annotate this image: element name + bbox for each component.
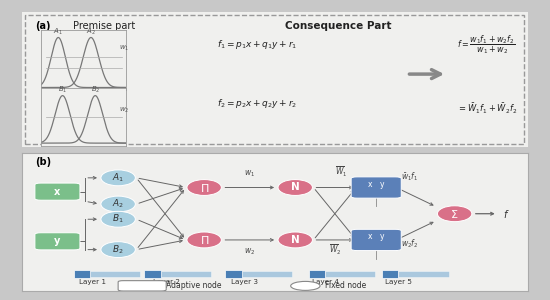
FancyBboxPatch shape — [35, 183, 80, 200]
Text: $= \bar{W}_1f_1 + \bar{W}_2f_2$: $= \bar{W}_1f_1 + \bar{W}_2f_2$ — [457, 102, 518, 116]
Text: $w_1$: $w_1$ — [244, 168, 255, 178]
Ellipse shape — [101, 242, 135, 257]
Text: $\Sigma$: $\Sigma$ — [450, 208, 459, 220]
Ellipse shape — [187, 180, 221, 195]
FancyBboxPatch shape — [309, 270, 325, 278]
Text: $f_2 = p_2x + q_2y + r_2$: $f_2 = p_2x + q_2y + r_2$ — [217, 97, 297, 110]
Ellipse shape — [437, 206, 472, 222]
Text: $B_2$: $B_2$ — [91, 85, 100, 95]
Text: $\overline{W}_2$: $\overline{W}_2$ — [329, 243, 342, 257]
Text: $A_1$: $A_1$ — [53, 26, 63, 37]
Text: $w_1$: $w_1$ — [119, 44, 130, 53]
Ellipse shape — [278, 232, 312, 248]
Text: $f_1 = p_1x + q_1y + r_1$: $f_1 = p_1x + q_1y + r_1$ — [217, 38, 297, 51]
Text: $A_1$: $A_1$ — [112, 172, 124, 184]
Text: y: y — [89, 89, 93, 94]
Text: $w_2f_2$: $w_2f_2$ — [402, 238, 419, 250]
Text: N: N — [291, 182, 300, 193]
Text: $\bar{w}_1f_1$: $\bar{w}_1f_1$ — [402, 170, 419, 183]
FancyBboxPatch shape — [118, 281, 166, 291]
Text: x: x — [57, 89, 60, 94]
Text: y: y — [380, 179, 384, 188]
Text: $B_1$: $B_1$ — [112, 213, 124, 226]
FancyBboxPatch shape — [89, 271, 140, 278]
Text: Consequence Part: Consequence Part — [285, 21, 392, 32]
Ellipse shape — [101, 196, 135, 212]
Text: Layer 3: Layer 3 — [231, 279, 258, 285]
Text: $\Pi$: $\Pi$ — [200, 234, 209, 246]
Ellipse shape — [187, 232, 221, 248]
FancyBboxPatch shape — [351, 177, 402, 198]
FancyBboxPatch shape — [382, 270, 398, 278]
FancyBboxPatch shape — [74, 270, 90, 278]
Text: x: x — [54, 187, 60, 196]
Text: $B_1$: $B_1$ — [58, 85, 67, 95]
Ellipse shape — [101, 170, 135, 186]
FancyBboxPatch shape — [145, 270, 161, 278]
Text: $B_2$: $B_2$ — [112, 243, 124, 256]
FancyBboxPatch shape — [324, 271, 375, 278]
Text: Fixed node: Fixed node — [324, 281, 366, 290]
Ellipse shape — [101, 211, 135, 227]
Text: $\Pi$: $\Pi$ — [200, 182, 209, 194]
Text: N: N — [291, 235, 300, 245]
Text: y: y — [380, 232, 384, 241]
Text: $A_2$: $A_2$ — [86, 26, 96, 37]
FancyBboxPatch shape — [226, 270, 241, 278]
Ellipse shape — [278, 180, 312, 195]
Text: Layer 5: Layer 5 — [386, 279, 412, 285]
Text: $w_2$: $w_2$ — [244, 247, 255, 257]
Text: $f = \dfrac{w_1f_1 + w_2f_2}{w_1 + w_2}$: $f = \dfrac{w_1f_1 + w_2f_2}{w_1 + w_2}$ — [457, 33, 515, 56]
FancyBboxPatch shape — [160, 271, 211, 278]
Text: $w_2$: $w_2$ — [119, 106, 130, 116]
Text: x: x — [368, 232, 372, 241]
Ellipse shape — [291, 281, 320, 290]
Text: (b): (b) — [35, 157, 51, 167]
Text: Layer 4: Layer 4 — [312, 279, 339, 285]
FancyBboxPatch shape — [351, 229, 402, 250]
Text: $A_2$: $A_2$ — [112, 198, 124, 210]
Text: Layer 1: Layer 1 — [79, 279, 106, 285]
Text: Premise part: Premise part — [73, 21, 135, 32]
FancyBboxPatch shape — [398, 271, 449, 278]
Text: x: x — [368, 179, 372, 188]
Text: $\overline{W}_1$: $\overline{W}_1$ — [334, 164, 347, 178]
Text: (a): (a) — [35, 21, 50, 32]
Text: Layer 2: Layer 2 — [153, 279, 180, 285]
Text: y: y — [54, 236, 60, 246]
FancyBboxPatch shape — [35, 233, 80, 250]
Text: Adaptive node: Adaptive node — [166, 281, 222, 290]
FancyBboxPatch shape — [241, 271, 292, 278]
Text: $f$: $f$ — [503, 208, 509, 220]
